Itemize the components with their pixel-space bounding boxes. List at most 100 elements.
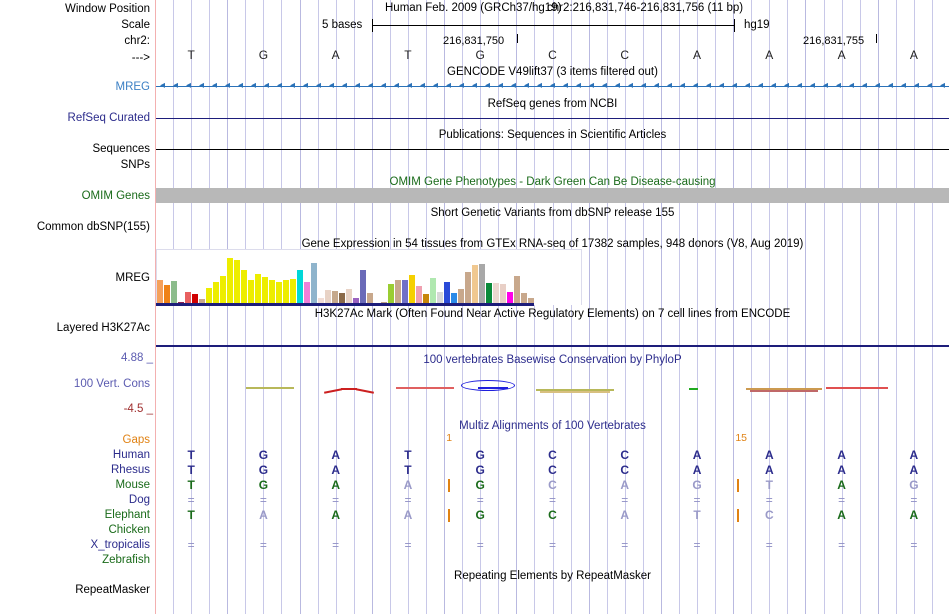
- gtex-bar[interactable]: [451, 293, 457, 305]
- gtex-bar[interactable]: [416, 285, 422, 305]
- row-label-common-dbsnp[interactable]: Common dbSNP(155): [36, 221, 150, 233]
- species-label-mouse[interactable]: Mouse: [115, 479, 150, 491]
- cons-segment: [746, 388, 822, 390]
- gtex-bar[interactable]: [486, 282, 492, 305]
- gtex-bar[interactable]: [500, 283, 506, 305]
- gtex-bar[interactable]: [430, 278, 436, 305]
- gtex-bar[interactable]: [206, 287, 212, 305]
- gtex-bar[interactable]: [346, 288, 352, 305]
- row-label-mreg-gtex[interactable]: MREG: [115, 272, 151, 284]
- row-label-sequences[interactable]: Sequences: [92, 143, 150, 155]
- gtex-bar[interactable]: [332, 290, 338, 305]
- gtex-bar[interactable]: [521, 293, 527, 305]
- scale-bar: [372, 25, 735, 26]
- gtex-bar[interactable]: [437, 291, 443, 305]
- grid-line: [571, 0, 572, 614]
- gtex-expression-chart[interactable]: [156, 249, 582, 305]
- gtex-bar[interactable]: [409, 275, 415, 305]
- strand-arrow-icon: ◂: [524, 80, 530, 91]
- gtex-bar[interactable]: [493, 282, 499, 305]
- gtex-bar[interactable]: [528, 298, 534, 305]
- gtex-bar[interactable]: [367, 293, 373, 305]
- gtex-bar[interactable]: [241, 270, 247, 305]
- ruler-base-7: A: [693, 48, 702, 62]
- species-label-rhesus[interactable]: Rhesus: [111, 464, 150, 476]
- gtex-bar[interactable]: [514, 276, 520, 305]
- gtex-bar[interactable]: [248, 279, 254, 305]
- align-base: A: [909, 448, 919, 462]
- grid-line: [607, 0, 608, 614]
- publications-track-line[interactable]: [156, 149, 949, 150]
- gtex-bar[interactable]: [255, 274, 261, 305]
- strand-arrow-icon: ◂: [238, 80, 244, 91]
- conservation-plot[interactable]: [156, 358, 949, 413]
- species-label-zebrafish[interactable]: Zebrafish: [102, 554, 150, 566]
- gtex-bar[interactable]: [318, 298, 324, 305]
- cons-segment: [689, 388, 698, 390]
- species-label-human[interactable]: Human: [112, 449, 150, 461]
- track-title-gencode: GENCODE V49lift37 (3 items filtered out): [447, 66, 658, 78]
- grid-line: [787, 0, 788, 614]
- gtex-bar[interactable]: [465, 272, 471, 305]
- row-label-gaps[interactable]: Gaps: [122, 434, 151, 446]
- species-label-elephant[interactable]: Elephant: [104, 509, 150, 521]
- gtex-bar[interactable]: [388, 283, 394, 305]
- strand-arrow-icon: ◂: [784, 80, 790, 91]
- gtex-bar[interactable]: [213, 281, 219, 305]
- species-label-x_tropicalis[interactable]: X_tropicalis: [90, 539, 150, 551]
- gtex-bar[interactable]: [276, 281, 282, 305]
- gtex-bar[interactable]: [157, 279, 163, 305]
- gtex-bar[interactable]: [402, 279, 408, 305]
- row-label-mreg-gene[interactable]: MREG: [115, 81, 151, 93]
- gtex-bar[interactable]: [192, 294, 198, 305]
- refseq-track-line[interactable]: [156, 118, 949, 119]
- align-base: A: [692, 463, 702, 477]
- gtex-bar[interactable]: [283, 279, 289, 305]
- gtex-bar[interactable]: [458, 288, 464, 305]
- gtex-bar[interactable]: [185, 291, 191, 305]
- gtex-bar[interactable]: [360, 270, 366, 305]
- gtex-bar[interactable]: [269, 279, 275, 305]
- align-base: A: [259, 508, 268, 522]
- row-label-refseq[interactable]: RefSeq Curated: [67, 112, 150, 124]
- ruler-base-1: G: [258, 48, 269, 62]
- row-label-repeatmasker[interactable]: RepeatMasker: [75, 584, 150, 596]
- gtex-bar[interactable]: [304, 281, 310, 305]
- strand-arrow-icon: ◂: [316, 80, 322, 91]
- row-label-snps[interactable]: SNPs: [120, 159, 150, 171]
- omim-gene-bar[interactable]: [156, 188, 949, 203]
- gtex-bar[interactable]: [262, 277, 268, 305]
- row-label-h3k27ac[interactable]: Layered H3K27Ac: [56, 322, 150, 334]
- gtex-bar[interactable]: [297, 270, 303, 305]
- row-label-omim[interactable]: OMIM Genes: [81, 190, 150, 202]
- species-label-chicken[interactable]: Chicken: [108, 524, 150, 536]
- gtex-bar[interactable]: [311, 262, 317, 305]
- gtex-bar[interactable]: [479, 263, 485, 305]
- gtex-bar[interactable]: [507, 292, 513, 305]
- h3k27ac-track-line[interactable]: [156, 345, 949, 347]
- row-label-cons[interactable]: 100 Vert. Cons: [73, 378, 150, 390]
- gtex-bar[interactable]: [395, 279, 401, 305]
- gtex-bar[interactable]: [444, 281, 450, 305]
- gtex-bar[interactable]: [325, 289, 331, 305]
- grid-line: [173, 0, 174, 614]
- gtex-bar[interactable]: [171, 280, 177, 305]
- species-label-dog[interactable]: Dog: [128, 494, 150, 506]
- strand-arrow-icon: ◂: [251, 80, 257, 91]
- gtex-bar[interactable]: [472, 264, 478, 305]
- gtex-bar[interactable]: [234, 259, 240, 305]
- align-base: =: [404, 493, 412, 507]
- gtex-bar[interactable]: [353, 298, 359, 305]
- gtex-bar[interactable]: [220, 276, 226, 305]
- grid-line: [390, 0, 391, 614]
- ruler-base-9: A: [837, 48, 846, 62]
- gtex-bar[interactable]: [164, 284, 170, 305]
- gtex-bar[interactable]: [339, 293, 345, 305]
- gtex-bar[interactable]: [227, 257, 233, 305]
- gtex-bar[interactable]: [423, 294, 429, 305]
- gtex-bar[interactable]: [199, 299, 205, 305]
- mreg-gene-line[interactable]: [156, 86, 949, 87]
- align-base: A: [620, 478, 630, 492]
- align-base: A: [909, 463, 919, 477]
- gtex-bar[interactable]: [290, 278, 296, 305]
